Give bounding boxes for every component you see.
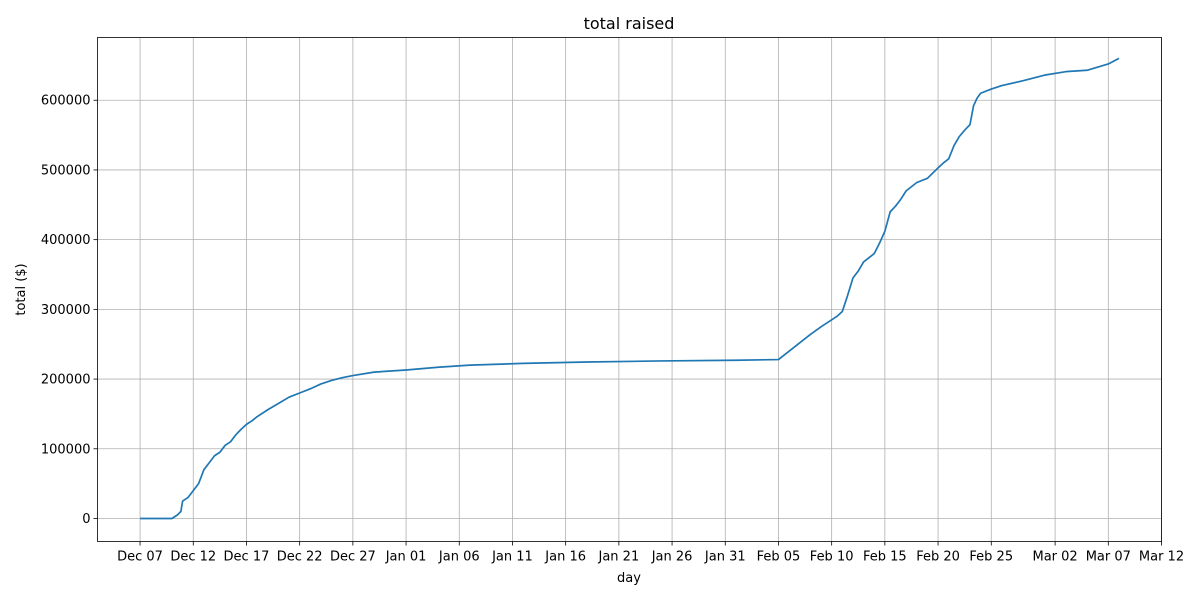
y-tick-label: 600000 bbox=[41, 94, 91, 109]
series-group bbox=[140, 57, 1120, 520]
x-tick-label: Jan 01 bbox=[385, 550, 427, 565]
x-tick-label: Dec 07 bbox=[117, 550, 163, 565]
x-tick-label: Feb 25 bbox=[969, 550, 1013, 565]
x-tick-label: Dec 27 bbox=[330, 550, 376, 565]
x-tick-label: Jan 31 bbox=[704, 550, 746, 565]
x-tick-label: Feb 05 bbox=[757, 550, 801, 565]
y-tick-label: 200000 bbox=[41, 373, 91, 388]
axis-ticks: Dec 07 Dec 12 Dec 17 Dec 22 Dec 27 Jan 01 Jan … bbox=[41, 94, 1184, 565]
y-axis-label: total ($) bbox=[14, 263, 29, 315]
x-tick-label: Jan 21 bbox=[598, 550, 640, 565]
y-tick-label: 100000 bbox=[41, 442, 91, 457]
grid bbox=[97, 37, 1162, 542]
chart-title: total raised bbox=[584, 14, 675, 33]
x-tick-label: Dec 17 bbox=[224, 550, 270, 565]
x-tick-label: Jan 11 bbox=[491, 550, 533, 565]
x-tick-label: Feb 15 bbox=[863, 550, 907, 565]
series-line-total bbox=[140, 57, 1120, 520]
x-tick-label: Jan 06 bbox=[438, 550, 480, 565]
y-tick-label: 500000 bbox=[41, 163, 91, 178]
x-tick-label: Feb 10 bbox=[810, 550, 854, 565]
plot-frame bbox=[97, 37, 1162, 542]
x-axis-label: day bbox=[617, 571, 641, 586]
y-tick-label: 0 bbox=[82, 512, 90, 527]
x-tick-label: Dec 22 bbox=[277, 550, 323, 565]
x-tick-label: Mar 07 bbox=[1086, 550, 1131, 565]
x-tick-label: Mar 12 bbox=[1139, 550, 1184, 565]
y-tick-label: 300000 bbox=[41, 303, 91, 318]
x-tick-label: Dec 12 bbox=[170, 550, 216, 565]
x-tick-label: Feb 20 bbox=[916, 550, 960, 565]
y-tick-label: 400000 bbox=[41, 233, 91, 248]
x-tick-label: Mar 02 bbox=[1032, 550, 1077, 565]
x-tick-label: Jan 26 bbox=[651, 550, 693, 565]
x-tick-label: Jan 16 bbox=[544, 550, 586, 565]
